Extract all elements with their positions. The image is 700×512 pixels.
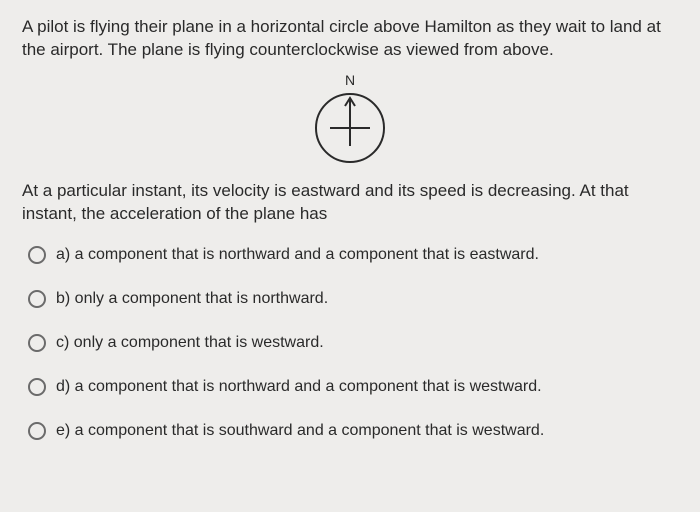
- radio-icon[interactable]: [28, 334, 46, 352]
- compass-diagram: N: [300, 70, 400, 170]
- option-a[interactable]: a) a component that is northward and a c…: [28, 246, 678, 264]
- option-label: e) a component that is southward and a c…: [56, 422, 544, 440]
- diagram-container: N: [22, 70, 678, 170]
- radio-icon[interactable]: [28, 378, 46, 396]
- radio-icon[interactable]: [28, 246, 46, 264]
- radio-icon[interactable]: [28, 290, 46, 308]
- option-label: d) a component that is northward and a c…: [56, 378, 542, 396]
- option-label: a) a component that is northward and a c…: [56, 246, 539, 264]
- question-prompt: At a particular instant, its velocity is…: [22, 180, 678, 226]
- radio-icon[interactable]: [28, 422, 46, 440]
- option-d[interactable]: d) a component that is northward and a c…: [28, 378, 678, 396]
- option-label: b) only a component that is northward.: [56, 290, 328, 308]
- question-card: A pilot is flying their plane in a horiz…: [0, 0, 700, 476]
- option-b[interactable]: b) only a component that is northward.: [28, 290, 678, 308]
- option-e[interactable]: e) a component that is southward and a c…: [28, 422, 678, 440]
- option-label: c) only a component that is westward.: [56, 334, 324, 352]
- option-c[interactable]: c) only a component that is westward.: [28, 334, 678, 352]
- north-label: N: [345, 72, 355, 88]
- options-list: a) a component that is northward and a c…: [22, 246, 678, 440]
- question-intro: A pilot is flying their plane in a horiz…: [22, 16, 678, 62]
